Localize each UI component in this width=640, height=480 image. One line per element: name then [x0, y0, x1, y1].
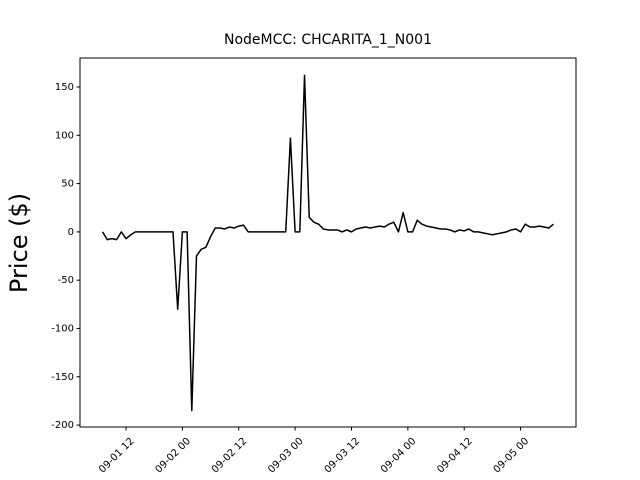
- data-line: [101, 74, 554, 412]
- x-tick-label: 09-05 00: [492, 436, 532, 476]
- y-tick-label: 0: [68, 227, 74, 238]
- y-tick-label: 150: [55, 82, 74, 93]
- x-tick-label: 09-03 00: [266, 436, 306, 476]
- y-tick-label: -200: [51, 420, 74, 431]
- y-axis-label: Price ($): [5, 193, 33, 293]
- y-tick-label: 50: [61, 179, 74, 190]
- x-tick-label: 09-04 12: [435, 436, 475, 476]
- y-tick-label: -50: [58, 275, 74, 286]
- y-tick-label: -150: [51, 372, 74, 383]
- x-tick-label: 09-02 00: [153, 436, 193, 476]
- x-tick-label: 09-04 00: [379, 436, 419, 476]
- x-tick-label: 09-03 12: [323, 436, 363, 476]
- x-tick-label: 09-01 12: [97, 436, 137, 476]
- axes-frame: [79, 57, 577, 428]
- chart-title: NodeMCC: CHCARITA_1_N001: [224, 32, 432, 48]
- y-tick-label: 100: [55, 130, 74, 141]
- x-tick-label: 09-02 12: [210, 436, 250, 476]
- y-tick-label: -100: [51, 323, 74, 334]
